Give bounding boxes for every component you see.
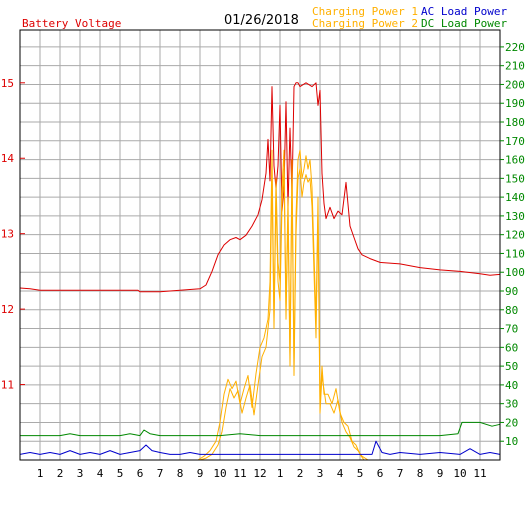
right-tick-label: 40 — [505, 379, 518, 392]
right-tick-label: 50 — [505, 360, 518, 373]
legend-charging-power-1: Charging Power 1 — [312, 5, 418, 18]
x-tick-label: 9 — [197, 467, 204, 480]
x-tick-label: 4 — [97, 467, 104, 480]
right-tick-label: 190 — [505, 97, 525, 110]
x-tick-label: 2 — [57, 467, 64, 480]
series-line-ac-load-power — [19, 440, 501, 455]
right-tick-label: 160 — [505, 154, 525, 167]
x-tick-label: 7 — [397, 467, 404, 480]
right-tick-label: 170 — [505, 135, 525, 148]
left-tick-label: 12 — [1, 303, 14, 316]
right-tick-label: 30 — [505, 398, 518, 411]
x-tick-label: 6 — [137, 467, 144, 480]
x-tick-label: 9 — [437, 467, 444, 480]
x-tick-label: 8 — [177, 467, 184, 480]
plot-frame — [19, 29, 501, 461]
legend-ac-load-power: AC Load Power — [421, 5, 507, 18]
right-tick-label: 130 — [505, 210, 525, 223]
right-tick-label: 20 — [505, 416, 518, 429]
series-line-charging-power-2 — [20, 168, 500, 461]
left-tick-label: 14 — [1, 152, 15, 165]
x-tick-label: 8 — [417, 467, 424, 480]
x-tick-label: 1 — [37, 467, 44, 480]
right-tick-label: 70 — [505, 323, 518, 336]
x-tick-label: 5 — [357, 467, 364, 480]
right-tick-label: 90 — [505, 285, 518, 298]
right-tick-label: 110 — [505, 247, 525, 260]
x-tick-label: 6 — [377, 467, 384, 480]
left-axis-ticks: 11 12 13 14 15 — [1, 77, 25, 392]
right-tick-label: 150 — [505, 172, 525, 185]
right-tick-label: 200 — [505, 78, 525, 91]
right-tick-label: 100 — [505, 266, 525, 279]
x-tick-label: 10 — [213, 467, 226, 480]
x-tick-label: 3 — [77, 467, 84, 480]
right-tick-label: 120 — [505, 229, 525, 242]
series-layer — [19, 82, 501, 461]
left-tick-label: 15 — [1, 77, 14, 90]
grid-lines — [20, 30, 500, 460]
right-axis-ticks: 10 20 30 40 50 60 70 80 90 100 110 120 130 140 150 160 1… — [500, 41, 525, 448]
x-tick-label: 12 — [253, 467, 266, 480]
legend-dc-load-power: DC Load Power — [421, 17, 507, 30]
x-tick-label: 7 — [157, 467, 164, 480]
right-tick-label: 60 — [505, 341, 518, 354]
x-tick-label: 11 — [473, 467, 486, 480]
x-tick-label: 5 — [117, 467, 124, 480]
x-tick-label: 2 — [297, 467, 304, 480]
left-tick-label: 13 — [1, 228, 14, 241]
left-tick-label: 11 — [1, 379, 14, 392]
left-axis-label: Battery Voltage — [22, 17, 121, 30]
x-axis-ticks: 1 2 3 4 5 6 7 8 9 10 11 12 1 2 3 4 5 6 7 8 9 10 11 — [37, 467, 487, 480]
right-tick-label: 220 — [505, 41, 525, 54]
x-tick-label: 3 — [317, 467, 324, 480]
legend-charging-power-2: Charging Power 2 — [312, 17, 418, 30]
series-line-dc-load-power — [20, 421, 501, 437]
right-tick-label: 80 — [505, 304, 518, 317]
right-tick-label: 10 — [505, 435, 518, 448]
x-tick-label: 1 — [277, 467, 284, 480]
right-tick-label: 210 — [505, 60, 525, 73]
right-tick-label: 180 — [505, 116, 525, 129]
x-tick-label: 10 — [453, 467, 466, 480]
x-tick-label: 4 — [337, 467, 344, 480]
right-tick-label: 140 — [505, 191, 525, 204]
x-tick-label: 11 — [233, 467, 246, 480]
chart-date-title: 01/26/2018 — [224, 13, 299, 28]
